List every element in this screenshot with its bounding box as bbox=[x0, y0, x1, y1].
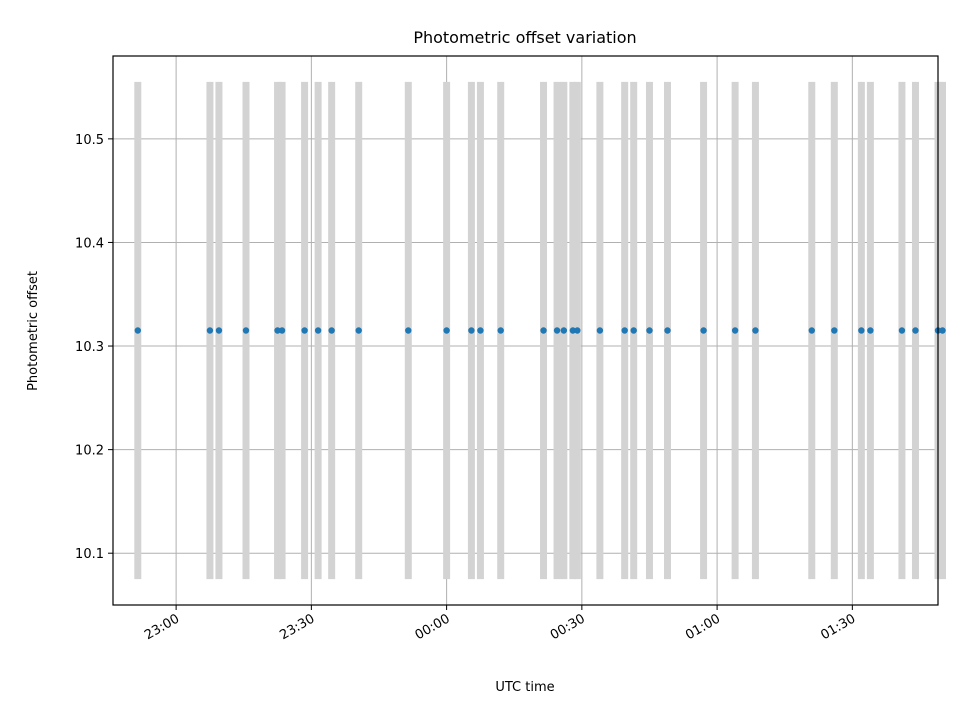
y-tick-label: 10.4 bbox=[75, 236, 104, 251]
y-tick-label: 10.3 bbox=[75, 340, 104, 355]
data-point bbox=[134, 327, 141, 334]
data-point bbox=[242, 327, 250, 334]
data-point bbox=[808, 327, 815, 334]
data-point bbox=[443, 327, 450, 334]
data-point bbox=[553, 327, 561, 334]
data-point bbox=[405, 327, 412, 334]
data-point bbox=[328, 327, 335, 334]
data-point bbox=[560, 327, 568, 334]
data-point bbox=[314, 327, 322, 334]
data-point bbox=[355, 327, 362, 334]
data-point bbox=[477, 327, 484, 334]
data-point bbox=[215, 327, 223, 334]
data-point bbox=[664, 327, 671, 334]
data-point bbox=[468, 327, 475, 334]
x-axis-label: UTC time bbox=[495, 680, 554, 695]
data-point bbox=[700, 327, 707, 334]
plot-frame bbox=[112, 55, 939, 606]
data-point bbox=[278, 327, 286, 334]
data-point bbox=[831, 327, 838, 334]
data-point bbox=[630, 327, 637, 334]
y-tick-label: 10.1 bbox=[75, 547, 104, 562]
data-point bbox=[752, 327, 759, 334]
data-point bbox=[301, 327, 308, 334]
chart-title: Photometric offset variation bbox=[413, 28, 636, 47]
data-point bbox=[939, 327, 946, 334]
data-point bbox=[596, 327, 604, 334]
data-point bbox=[574, 327, 581, 334]
data-points bbox=[134, 327, 946, 334]
data-point bbox=[206, 327, 214, 334]
data-point bbox=[646, 327, 653, 334]
y-tick-label: 10.2 bbox=[75, 444, 104, 459]
data-point bbox=[731, 327, 739, 334]
data-point bbox=[540, 327, 547, 334]
y-axis-label: Photometric offset bbox=[26, 271, 41, 391]
data-point bbox=[898, 327, 906, 334]
data-point bbox=[569, 327, 577, 334]
data-point bbox=[867, 327, 874, 334]
data-point bbox=[621, 327, 628, 334]
data-point bbox=[497, 327, 504, 334]
data-point bbox=[858, 327, 865, 334]
data-point bbox=[912, 327, 919, 334]
y-tick-label: 10.5 bbox=[75, 133, 104, 148]
data-point bbox=[274, 327, 281, 334]
